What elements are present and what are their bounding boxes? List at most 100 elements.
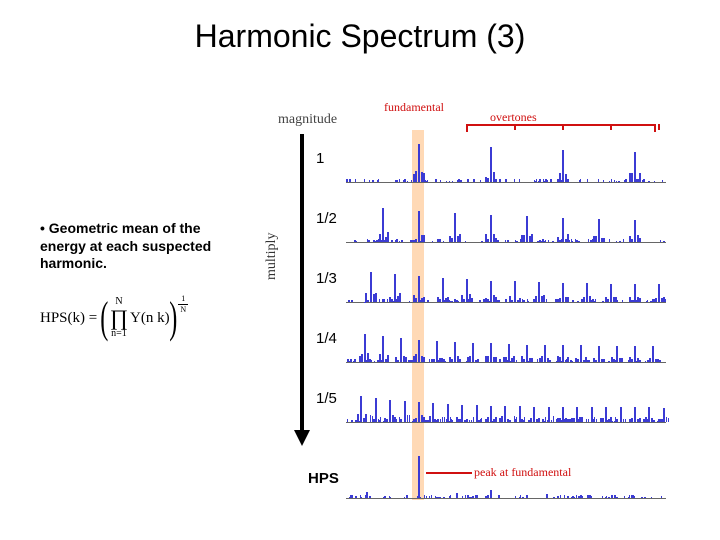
harmonic-peak [447, 404, 449, 422]
formula-lhs: HPS(k) = [40, 310, 97, 327]
peak-callout: peak at fundamental [474, 465, 571, 480]
hps-label: HPS [308, 470, 339, 487]
multiply-label: multiply [264, 233, 280, 280]
harmonic-peak [519, 406, 521, 422]
harmonic-peak [616, 346, 618, 362]
harmonic-peak [472, 343, 474, 362]
spectrum-plot [346, 136, 666, 183]
harmonic-peak [360, 396, 362, 422]
harmonic-peak [598, 219, 600, 242]
row-label: 1/5 [316, 390, 337, 407]
page-title: Harmonic Spectrum (3) [0, 18, 720, 55]
harmonic-peak [490, 147, 492, 182]
harmonic-peak [544, 345, 546, 362]
harmonic-peak [375, 398, 377, 422]
harmonic-peak [454, 342, 456, 362]
harmonic-peak [418, 402, 420, 422]
harmonic-peak [418, 276, 420, 302]
hps-diagram: magnitude multiply fundamental overtones… [260, 100, 680, 500]
row-label: 1 [316, 150, 324, 167]
harmonic-peak [490, 215, 492, 242]
harmonic-peak [490, 406, 492, 422]
hps-peak [456, 493, 458, 498]
row-label: 1/2 [316, 210, 337, 227]
spectrum-plot [346, 256, 666, 303]
harmonic-peak [562, 218, 564, 242]
harmonic-peak [364, 334, 366, 362]
harmonic-peak [418, 211, 420, 242]
harmonic-peak [548, 407, 550, 422]
harmonic-peak [620, 407, 622, 422]
hps-peak [418, 456, 420, 498]
arrow-shaft [300, 134, 304, 434]
harmonic-peak [634, 346, 636, 362]
harmonic-peak [466, 279, 468, 302]
product-symbol: N ∏ n=1 [110, 297, 128, 339]
harmonic-peak [382, 336, 384, 362]
hps-formula: HPS(k) = ( N ∏ n=1 Y(n k) ) 1 N [40, 296, 188, 340]
harmonic-peak [382, 208, 384, 242]
prod-lower: n=1 [111, 329, 127, 339]
harmonic-peak [663, 408, 665, 422]
overtone-tick [466, 124, 468, 130]
exp-num: 1 [181, 295, 185, 303]
harmonic-peak [598, 346, 600, 362]
harmonic-peak [389, 400, 391, 422]
harmonic-peak [526, 345, 528, 363]
harmonic-peak [370, 272, 372, 302]
harmonic-peak [648, 407, 650, 422]
harmonic-peak [562, 345, 564, 362]
hps-peak [366, 492, 368, 498]
harmonic-peak [504, 406, 506, 422]
fundamental-label: fundamental [384, 100, 444, 115]
row-label: 1/4 [316, 330, 337, 347]
formula-inner: Y(n k) [130, 310, 170, 327]
harmonic-peak [586, 283, 588, 302]
magnitude-label: magnitude [278, 112, 337, 128]
harmonic-peak [538, 282, 540, 302]
harmonic-peak [490, 281, 492, 303]
harmonic-peak [394, 274, 396, 302]
overtones-label: overtones [490, 110, 537, 125]
row-label: 1/3 [316, 270, 337, 287]
harmonic-peak [562, 283, 564, 302]
overtone-tick [562, 124, 564, 130]
harmonic-peak [476, 405, 478, 422]
harmonic-peak [432, 403, 434, 422]
harmonic-peak [461, 405, 463, 422]
harmonic-peak [454, 213, 456, 242]
harmonic-peak [576, 407, 578, 422]
harmonic-peak [634, 284, 636, 302]
spectrum-plot [346, 376, 666, 423]
harmonic-peak [490, 343, 492, 362]
harmonic-peak [562, 407, 564, 422]
harmonic-peak [580, 345, 582, 362]
harmonic-peak [400, 338, 402, 362]
harmonic-peak [404, 401, 406, 422]
spectrum-plot [346, 316, 666, 363]
overtone-tick [610, 124, 612, 130]
bullet-text: • Geometric mean of the energy at each s… [40, 220, 220, 273]
formula-exponent: 1 N [178, 295, 188, 314]
harmonic-peak [508, 344, 510, 362]
overtone-tick [658, 124, 660, 130]
prod-pi: ∏ [110, 307, 128, 329]
hps-peak [490, 490, 492, 498]
peak-callout-line [426, 472, 472, 474]
paren-close: ) [169, 296, 177, 340]
harmonic-peak [591, 407, 593, 422]
harmonic-peak [436, 341, 438, 362]
arrow-head-icon [294, 430, 310, 446]
harmonic-peak [634, 152, 636, 182]
harmonic-peak [418, 144, 420, 182]
overtones-bracket [466, 124, 656, 132]
harmonic-peak [605, 407, 607, 422]
fundamental-band [412, 130, 424, 500]
harmonic-peak [610, 284, 612, 302]
harmonic-peak [533, 407, 535, 422]
harmonic-peak [634, 220, 636, 243]
harmonic-peak [634, 407, 636, 422]
harmonic-peak [514, 281, 516, 302]
harmonic-peak [526, 216, 528, 242]
harmonic-peak [652, 346, 654, 362]
